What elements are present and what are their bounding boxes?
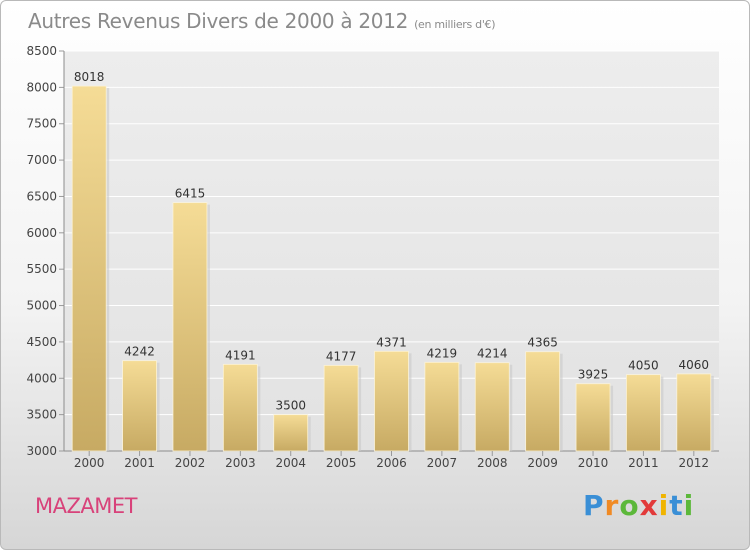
x-tick-label: 2002 <box>175 456 206 470</box>
y-tick-label: 4000 <box>26 371 57 385</box>
bar <box>374 350 409 452</box>
data-label: 4050 <box>628 359 659 373</box>
commune-name: MAZAMET <box>35 494 137 518</box>
data-label: 4219 <box>427 346 458 360</box>
x-tick-label: 2006 <box>376 456 407 470</box>
y-tick-label: 6000 <box>26 226 57 240</box>
data-label: 4191 <box>225 348 256 362</box>
data-label: 4365 <box>527 336 558 350</box>
x-tick-label: 2001 <box>124 456 155 470</box>
y-tick-label: 7000 <box>26 153 57 167</box>
x-tick-label: 2003 <box>225 456 256 470</box>
bar <box>122 360 157 452</box>
y-tick-label: 5000 <box>26 299 57 313</box>
x-tick-label: 2011 <box>628 456 659 470</box>
chart-title: Autres Revenus Divers de 2000 à 2012 (en … <box>28 9 496 33</box>
bar <box>71 85 107 452</box>
x-tick-label: 2009 <box>527 456 558 470</box>
data-label: 4371 <box>376 335 407 349</box>
chart-subtitle: (en milliers d'€) <box>414 18 496 31</box>
logo-letter: P <box>583 489 605 522</box>
x-tick-label: 2000 <box>74 456 105 470</box>
data-label: 3500 <box>275 399 306 413</box>
logo-letter: i <box>683 489 695 522</box>
bar <box>575 383 611 452</box>
y-tick-label: 5500 <box>26 262 57 276</box>
x-tick-label: 2005 <box>326 456 357 470</box>
bar <box>424 361 460 452</box>
data-label: 4177 <box>326 349 357 363</box>
y-tick-label: 8000 <box>26 80 57 94</box>
x-tick-label: 2008 <box>477 456 508 470</box>
bar <box>222 363 258 452</box>
data-label: 4214 <box>477 347 508 361</box>
y-tick-label: 3000 <box>26 444 57 458</box>
bar <box>676 373 712 452</box>
y-tick-label: 7500 <box>26 117 57 131</box>
logo-letter: o <box>619 489 640 522</box>
y-tick-label: 6500 <box>26 189 57 203</box>
bar <box>525 351 561 452</box>
data-label: 3925 <box>578 368 609 382</box>
logo-letter: r <box>604 489 620 522</box>
bar <box>172 202 208 452</box>
data-label: 4242 <box>124 345 155 359</box>
logo-letter: x <box>639 489 659 522</box>
logo-letter: i <box>658 489 670 522</box>
y-tick-label: 4500 <box>26 335 57 349</box>
bar <box>323 364 359 452</box>
x-tick-label: 2004 <box>275 456 306 470</box>
x-tick-label: 2012 <box>679 456 710 470</box>
y-tick-label: 3500 <box>26 408 57 422</box>
y-tick-label: 8500 <box>26 44 57 58</box>
data-label: 6415 <box>175 187 206 201</box>
bar <box>474 362 510 452</box>
x-tick-label: 2010 <box>578 456 609 470</box>
x-tick-label: 2007 <box>427 456 458 470</box>
data-label: 4060 <box>679 358 710 372</box>
bar <box>626 374 661 452</box>
chart-title-text: Autres Revenus Divers de 2000 à 2012 <box>28 9 409 33</box>
proxiti-logo: Proxiti <box>583 489 694 522</box>
data-label: 8018 <box>74 70 105 84</box>
logo-letter: t <box>669 489 684 522</box>
bar <box>273 414 309 452</box>
